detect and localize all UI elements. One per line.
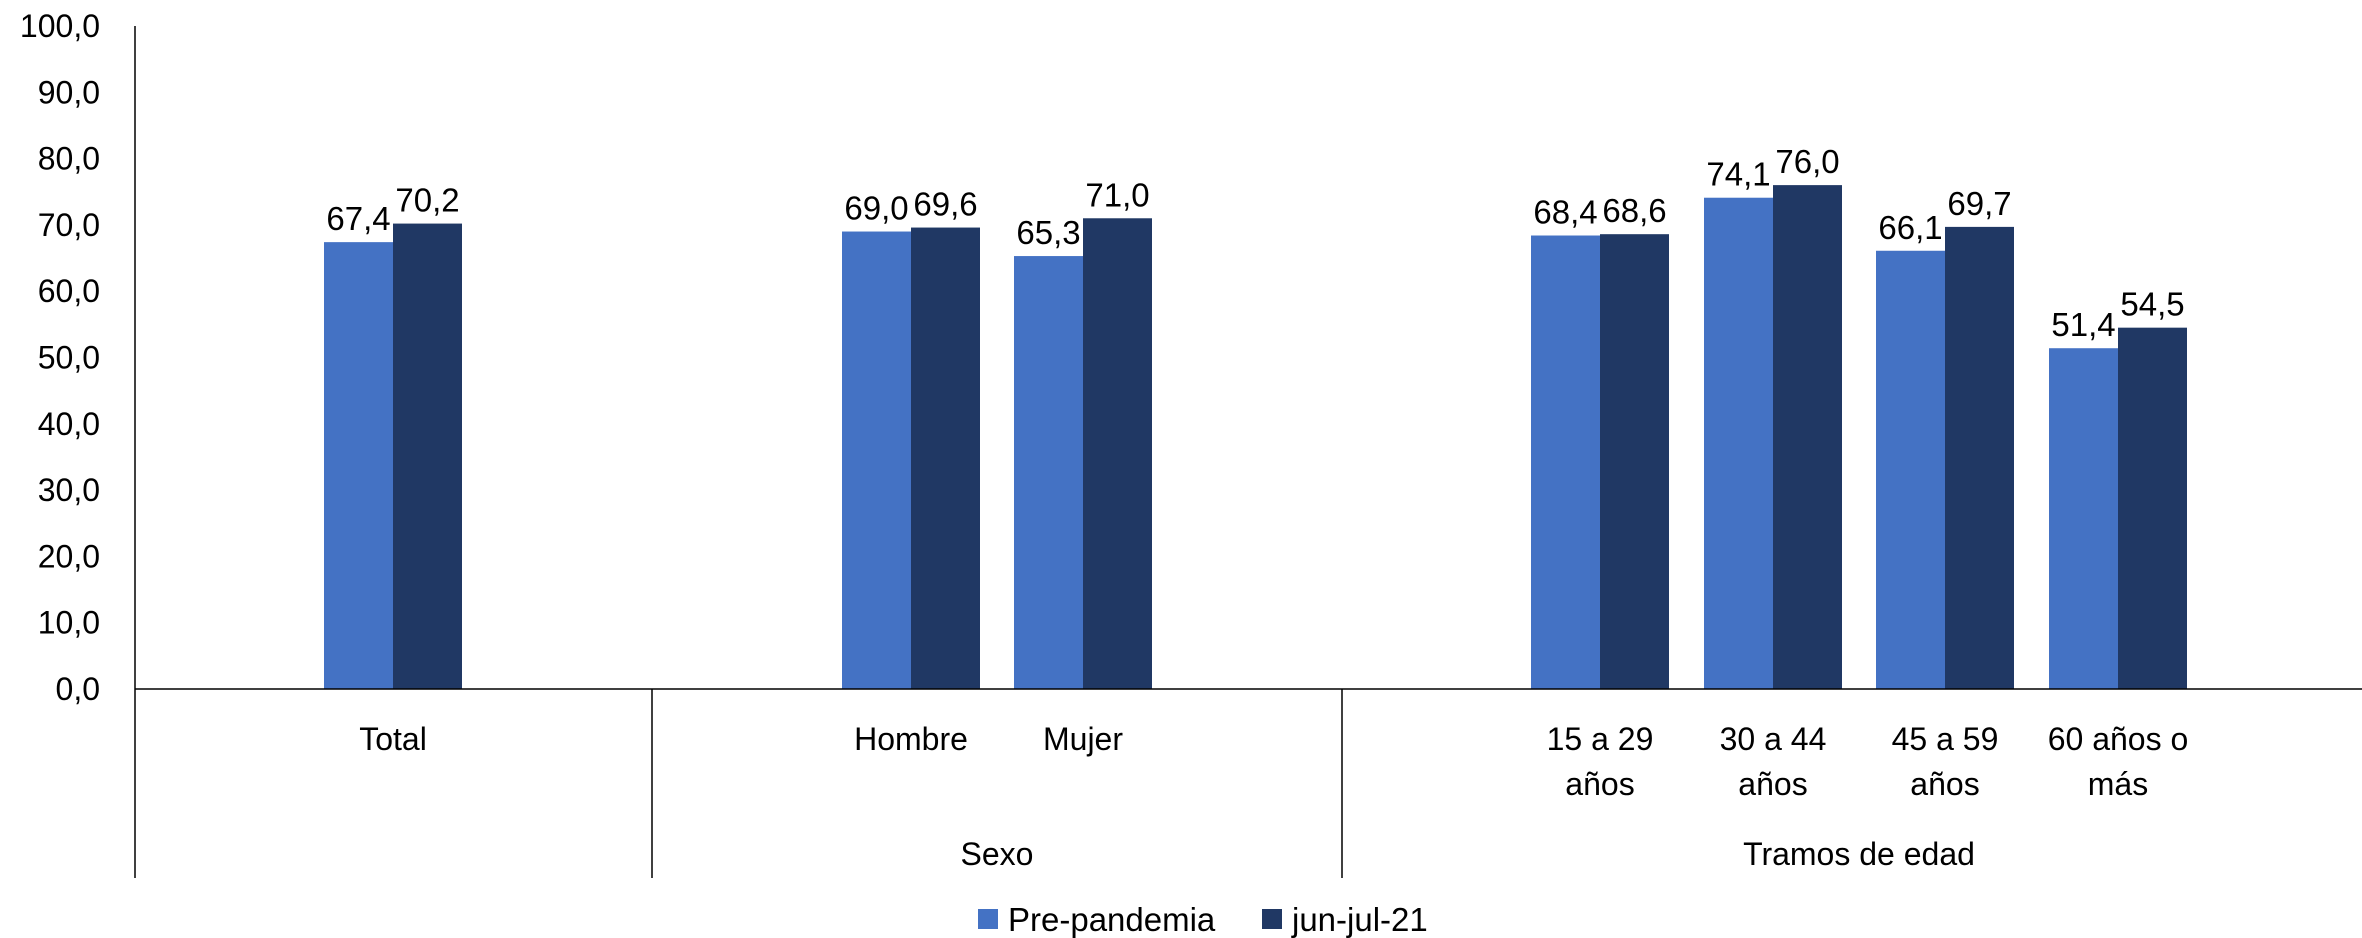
axes bbox=[134, 26, 2362, 878]
category-label: Hombre bbox=[854, 721, 968, 757]
data-label: 69,6 bbox=[913, 186, 977, 223]
y-tick-label: 60,0 bbox=[38, 273, 100, 309]
bar bbox=[1014, 256, 1083, 689]
data-label: 69,0 bbox=[844, 190, 908, 227]
bar bbox=[1083, 218, 1152, 689]
category-label: 15 a 29 años bbox=[1547, 721, 1654, 802]
bar bbox=[1876, 250, 1945, 689]
bar bbox=[1600, 234, 1669, 689]
data-label: 69,7 bbox=[1947, 185, 2011, 222]
group-label: Tramos de edad bbox=[1743, 836, 1975, 872]
y-tick-label: 40,0 bbox=[38, 406, 100, 442]
bar bbox=[1773, 185, 1842, 689]
bars bbox=[324, 185, 2187, 690]
bar bbox=[911, 227, 980, 689]
y-tick-label: 50,0 bbox=[38, 340, 100, 376]
category-label: Mujer bbox=[1043, 721, 1123, 757]
bar bbox=[1704, 197, 1773, 690]
bar bbox=[842, 231, 911, 689]
data-label: 54,5 bbox=[2120, 286, 2184, 323]
category-label: 60 años o más bbox=[2048, 721, 2189, 802]
data-label: 66,1 bbox=[1878, 209, 1942, 246]
legend-swatch bbox=[978, 909, 998, 929]
data-label: 74,1 bbox=[1706, 156, 1770, 193]
data-label: 67,4 bbox=[326, 200, 390, 237]
data-label: 68,4 bbox=[1533, 194, 1597, 231]
data-label: 71,0 bbox=[1085, 176, 1149, 213]
bar bbox=[1945, 226, 2014, 690]
data-label: 76,0 bbox=[1775, 143, 1839, 180]
y-tick-label: 20,0 bbox=[38, 538, 100, 574]
y-tick-label: 90,0 bbox=[38, 74, 100, 110]
data-label: 70,2 bbox=[395, 182, 459, 219]
group-labels: Sexo Tramos de edad bbox=[961, 836, 1975, 872]
legend-swatch bbox=[1262, 909, 1282, 929]
data-labels: 67,4 69,0 65,3 68,4 74,1 66,1 51,4 70,2 69,6 71,0… bbox=[326, 143, 2184, 343]
bar bbox=[324, 242, 393, 689]
category-label: 30 a 44 años bbox=[1720, 721, 1827, 802]
data-label: 68,6 bbox=[1602, 192, 1666, 229]
data-label: 51,4 bbox=[2051, 306, 2115, 343]
y-axis-ticks: 0,0 10,0 20,0 30,0 40,0 50,0 60,0 70,0 80,0 90,0 1… bbox=[20, 8, 100, 707]
data-label: 65,3 bbox=[1016, 214, 1080, 251]
y-tick-label: 100,0 bbox=[20, 8, 100, 44]
category-label: Total bbox=[359, 721, 427, 757]
group-label: Sexo bbox=[961, 836, 1034, 872]
legend-label: Pre-pandemia bbox=[1008, 901, 1216, 938]
y-tick-label: 10,0 bbox=[38, 605, 100, 641]
y-tick-label: 0,0 bbox=[56, 671, 100, 707]
legend-label: jun-jul-21 bbox=[1291, 901, 1428, 938]
bar bbox=[393, 223, 462, 689]
bar bbox=[1531, 235, 1600, 689]
category-labels: Total Hombre Mujer 15 a 29 años 30 a 44 años 45… bbox=[359, 721, 2188, 802]
y-tick-label: 80,0 bbox=[38, 141, 100, 177]
bar bbox=[2118, 327, 2187, 689]
category-label: 45 a 59 años bbox=[1892, 721, 1999, 802]
y-tick-label: 70,0 bbox=[38, 207, 100, 243]
y-tick-label: 30,0 bbox=[38, 472, 100, 508]
bar bbox=[2049, 348, 2118, 689]
legend: Pre-pandemia jun-jul-21 bbox=[978, 901, 1428, 938]
